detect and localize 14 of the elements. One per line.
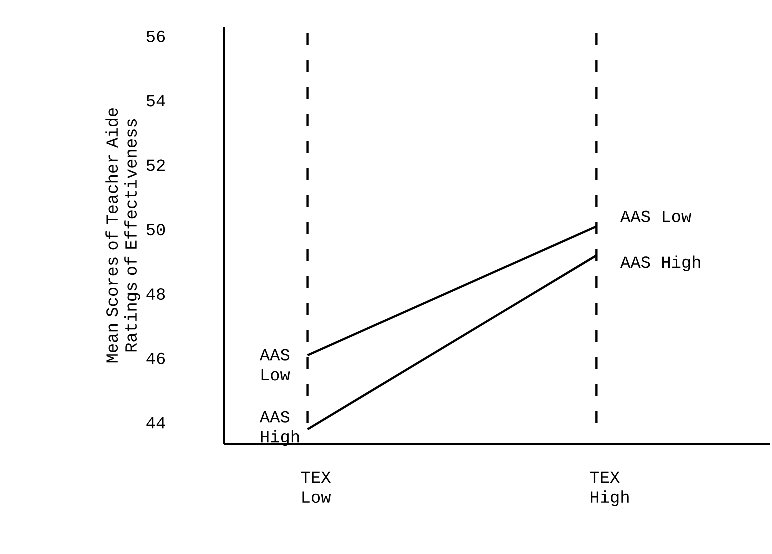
annotation: AAS Low (260, 349, 290, 381)
y-tick-label: 56 (146, 30, 166, 42)
y-tick-label: 46 (146, 352, 166, 364)
series-label: AAS Low (620, 210, 692, 222)
y-tick-label: 50 (146, 224, 166, 236)
annotation: AAS High (260, 411, 300, 446)
x-tick-label: TEX High (590, 472, 629, 506)
series-label: AAS High (620, 256, 700, 272)
y-axis-title: Mean Scores of Teacher Aide Ratings of Effectiveness (106, 108, 140, 363)
y-tick-label: 54 (146, 95, 166, 107)
y-tick-label: 44 (146, 417, 166, 429)
x-tick-label: TEX Low (301, 472, 332, 504)
y-tick-label: 48 (146, 288, 166, 300)
y-tick-label: 52 (146, 160, 165, 172)
